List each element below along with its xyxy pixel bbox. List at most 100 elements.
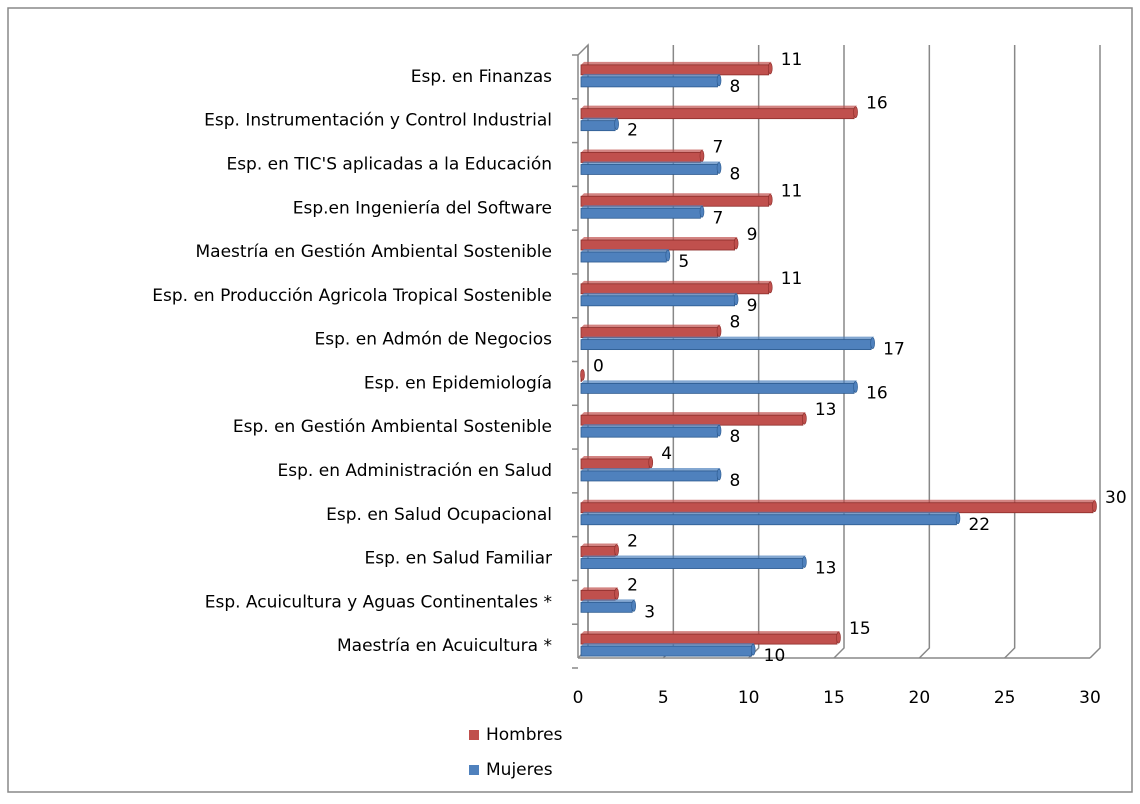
bar (580, 645, 753, 657)
bar (580, 164, 718, 175)
legend-swatch (469, 765, 479, 775)
y-tick-label: Esp. Acuicultura y Aguas Continentales * (205, 592, 552, 612)
bar-top (581, 105, 858, 109)
bar-end (1092, 500, 1097, 513)
y-tick-label: Esp. en Salud Familiar (364, 549, 552, 569)
bar-end (699, 150, 705, 162)
bar-top (581, 587, 619, 591)
bar-end (699, 205, 705, 218)
legend-swatch (469, 730, 479, 740)
bar (580, 195, 770, 207)
bar-top (581, 543, 619, 547)
bar-end (853, 381, 858, 393)
bar-top (581, 73, 721, 77)
bar-top (581, 161, 721, 165)
data-label: 5 (678, 252, 689, 272)
bar-end (802, 412, 807, 425)
y-tick-label: Esp. en Salud Ocupacional (326, 505, 552, 525)
bar-top (581, 499, 1096, 503)
bar (580, 64, 770, 76)
bar-top (581, 631, 840, 635)
bar-end (750, 643, 756, 656)
x-tick-label: 10 (738, 688, 760, 708)
bar-top (581, 324, 721, 328)
bar (580, 458, 650, 470)
data-label: 9 (747, 296, 758, 316)
data-label: 16 (866, 383, 888, 403)
y-tick-label: Maestría en Gestión Ambiental Sostenible (196, 242, 553, 262)
y-tick-label: Esp.en Ingeniería del Software (293, 198, 552, 218)
bar-top (581, 336, 875, 340)
bar-end (631, 600, 637, 612)
bar-top (581, 380, 858, 384)
data-label: 7 (712, 208, 723, 228)
x-tick-label: 15 (823, 688, 845, 708)
data-label: 11 (781, 50, 803, 70)
bar-end (853, 106, 858, 118)
bar (580, 601, 633, 613)
bar (580, 327, 718, 339)
bar-end (767, 62, 773, 75)
bar-end (716, 468, 722, 481)
bar-top (581, 205, 704, 209)
x-tick-label: 20 (909, 688, 931, 708)
bar (580, 339, 872, 351)
data-label: 2 (627, 532, 638, 552)
bar-end (836, 631, 841, 644)
bar-end (733, 237, 739, 250)
data-label: 7 (712, 137, 723, 157)
bar-top (581, 643, 755, 647)
x-tick-label: 0 (573, 688, 584, 708)
bar (580, 414, 804, 426)
bar (580, 426, 718, 438)
bar-top (581, 511, 960, 515)
data-label: 9 (747, 225, 758, 245)
chart-frame (7, 7, 1133, 793)
y-tick-label: Esp. en Producción Agricola Tropical Sos… (152, 286, 552, 306)
data-label: 10 (764, 646, 786, 666)
bar (580, 108, 855, 120)
bar-end (767, 193, 773, 206)
data-label: 2 (627, 121, 638, 141)
bar-top (581, 237, 738, 241)
bar-end (648, 456, 654, 469)
bar-end (716, 162, 722, 174)
bar-end (614, 588, 619, 600)
bar-end (614, 544, 619, 556)
data-label: 3 (644, 602, 655, 622)
y-tick-label: Esp. en Gestión Ambiental Sostenible (233, 417, 552, 437)
bar-end (716, 424, 722, 437)
data-label: 8 (730, 313, 741, 333)
bar-end (870, 337, 875, 349)
bar-top (581, 249, 670, 253)
grid-line (1004, 45, 1016, 659)
bar (580, 502, 1094, 514)
bar-end (802, 556, 807, 568)
bar (580, 295, 736, 307)
data-label: 11 (781, 269, 803, 289)
bar (580, 76, 718, 88)
y-tick-label: Esp. en TIC'S aplicadas a la Educación (226, 154, 552, 174)
bar-end (614, 118, 619, 130)
bar-top (581, 455, 653, 459)
data-label: 11 (781, 181, 803, 201)
bar (580, 207, 701, 219)
bar-top (581, 599, 636, 603)
grid-line (833, 45, 845, 659)
bar-top (581, 280, 772, 284)
legend-label: Mujeres (486, 760, 553, 780)
data-label: 22 (968, 515, 990, 535)
bar-end (955, 512, 961, 525)
bar-end (580, 369, 585, 381)
bar-end (716, 325, 722, 337)
bar-end (767, 281, 773, 294)
bar (580, 251, 667, 263)
data-label: 8 (730, 164, 741, 184)
bar-end (733, 293, 739, 306)
data-label: 30 (1105, 488, 1127, 508)
bar-top (581, 412, 806, 416)
bar (580, 470, 718, 482)
bar-top (581, 292, 738, 296)
grid-line (918, 45, 931, 659)
legend-label: Hombres (486, 725, 563, 745)
